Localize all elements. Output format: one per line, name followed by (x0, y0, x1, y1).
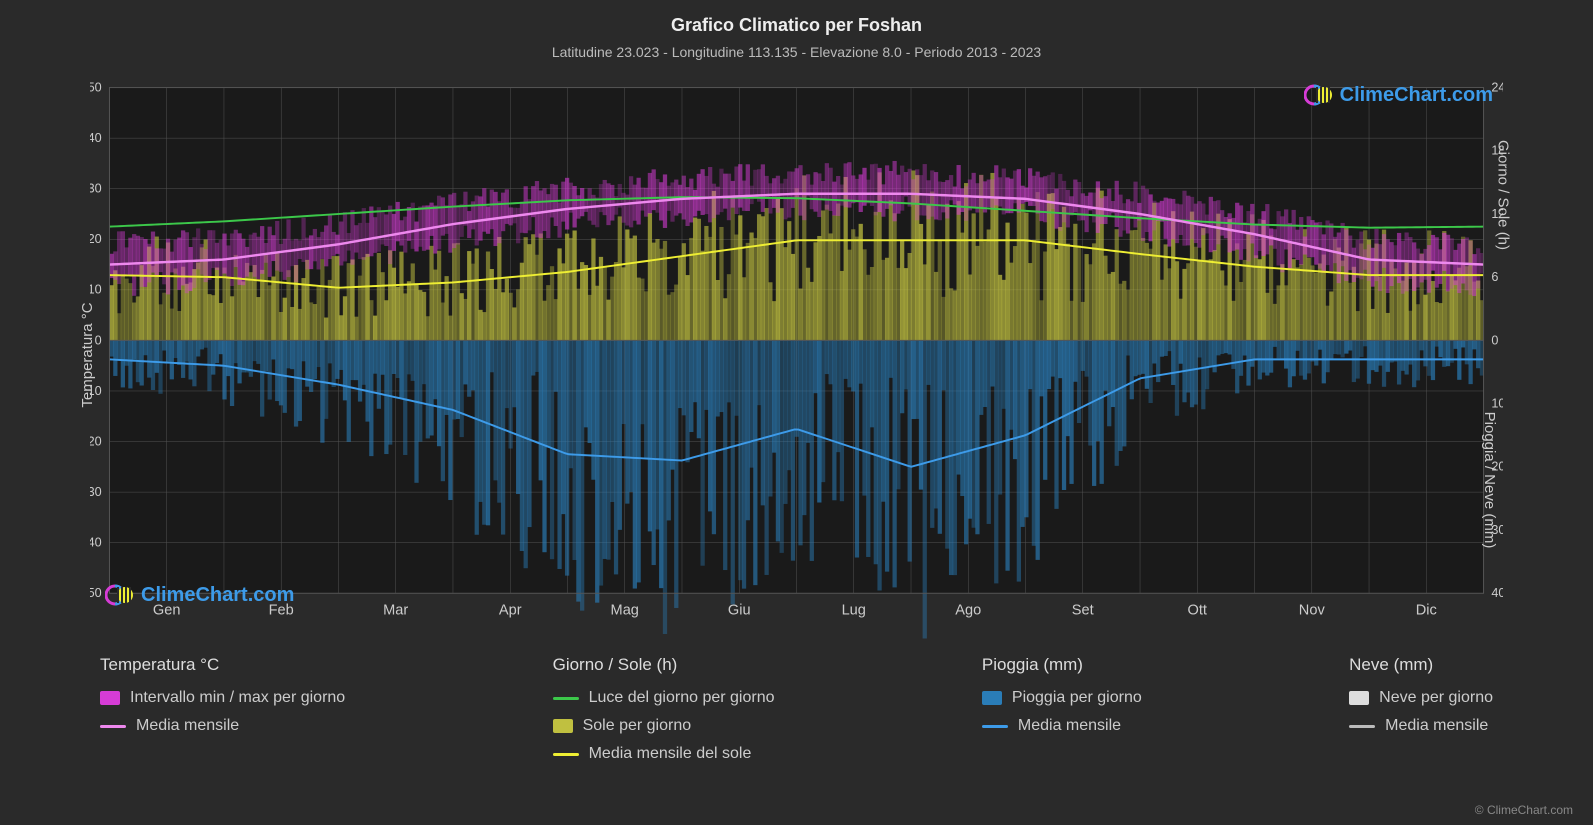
svg-text:Giu: Giu (728, 603, 751, 619)
legend-item-rain-day: Pioggia per giorno (982, 689, 1142, 707)
svg-text:50: 50 (90, 80, 102, 94)
chart-svg: -50-40-30-20-100102030405006121824102030… (90, 70, 1503, 640)
y-axis-right-bottom-label: Pioggia / Neve (mm) (1481, 412, 1498, 549)
legend-heading-temp: Temperatura °C (100, 655, 345, 675)
legend-col-rain: Pioggia (mm) Pioggia per giorno Media me… (982, 655, 1142, 763)
legend: Temperatura °C Intervallo min / max per … (100, 655, 1493, 763)
swatch-sun-day (553, 719, 573, 733)
chart-area: Temperatura °C Giorno / Sole (h) Pioggia… (90, 70, 1503, 640)
svg-text:20: 20 (90, 232, 102, 246)
copyright: © ClimeChart.com (1475, 803, 1573, 817)
svg-text:Nov: Nov (1299, 603, 1326, 619)
svg-text:Set: Set (1072, 603, 1094, 619)
svg-text:Ott: Ott (1188, 603, 1207, 619)
svg-text:40: 40 (1491, 586, 1503, 600)
swatch-rain-mean (982, 725, 1008, 728)
svg-text:0: 0 (1491, 333, 1498, 347)
swatch-rain-day (982, 691, 1002, 705)
legend-label: Intervallo min / max per giorno (130, 689, 345, 707)
legend-item-rain-mean: Media mensile (982, 717, 1142, 735)
chart-container: Grafico Climatico per Foshan Latitudine … (0, 0, 1593, 825)
svg-text:Gen: Gen (153, 603, 181, 619)
legend-heading-snow: Neve (mm) (1349, 655, 1493, 675)
svg-text:-30: -30 (90, 485, 102, 499)
svg-text:-20: -20 (90, 434, 102, 448)
svg-text:-50: -50 (90, 586, 102, 600)
legend-label: Sole per giorno (583, 717, 692, 735)
svg-text:Ago: Ago (955, 603, 981, 619)
svg-text:40: 40 (90, 131, 102, 145)
legend-label: Pioggia per giorno (1012, 689, 1142, 707)
legend-label: Media mensile (136, 717, 239, 735)
legend-label: Media mensile del sole (589, 745, 752, 763)
legend-item-snow-day: Neve per giorno (1349, 689, 1493, 707)
swatch-snow-day (1349, 691, 1369, 705)
svg-text:Apr: Apr (499, 603, 522, 619)
legend-col-snow: Neve (mm) Neve per giorno Media mensile (1349, 655, 1493, 763)
swatch-snow-mean (1349, 725, 1375, 728)
chart-subtitle: Latitudine 23.023 - Longitudine 113.135 … (20, 44, 1573, 60)
svg-text:Lug: Lug (842, 603, 866, 619)
legend-item-sun-day: Sole per giorno (553, 717, 775, 735)
legend-item-sun-mean: Media mensile del sole (553, 745, 775, 763)
y-axis-right-top-label: Giorno / Sole (h) (1494, 140, 1511, 250)
svg-text:Mag: Mag (611, 603, 639, 619)
swatch-daylight (553, 697, 579, 700)
legend-heading-day: Giorno / Sole (h) (553, 655, 775, 675)
svg-text:Feb: Feb (269, 603, 294, 619)
legend-label: Neve per giorno (1379, 689, 1493, 707)
y-axis-left-label: Temperatura °C (79, 302, 96, 407)
legend-label: Luce del giorno per giorno (589, 689, 775, 707)
legend-col-day: Giorno / Sole (h) Luce del giorno per gi… (553, 655, 775, 763)
legend-label: Media mensile (1018, 717, 1121, 735)
legend-item-daylight: Luce del giorno per giorno (553, 689, 775, 707)
svg-text:10: 10 (1491, 397, 1503, 411)
svg-text:6: 6 (1491, 270, 1498, 284)
svg-text:10: 10 (90, 283, 102, 297)
legend-col-temp: Temperatura °C Intervallo min / max per … (100, 655, 345, 763)
swatch-temp-range (100, 691, 120, 705)
svg-text:Dic: Dic (1416, 603, 1437, 619)
svg-text:-40: -40 (90, 536, 102, 550)
legend-item-temp-mean: Media mensile (100, 717, 345, 735)
legend-heading-rain: Pioggia (mm) (982, 655, 1142, 675)
svg-text:30: 30 (90, 182, 102, 196)
swatch-sun-mean (553, 753, 579, 756)
legend-label: Media mensile (1385, 717, 1488, 735)
svg-text:24: 24 (1491, 80, 1503, 94)
svg-text:Mar: Mar (383, 603, 408, 619)
chart-title: Grafico Climatico per Foshan (20, 15, 1573, 36)
legend-item-snow-mean: Media mensile (1349, 717, 1493, 735)
swatch-temp-mean (100, 725, 126, 728)
legend-item-temp-range: Intervallo min / max per giorno (100, 689, 345, 707)
